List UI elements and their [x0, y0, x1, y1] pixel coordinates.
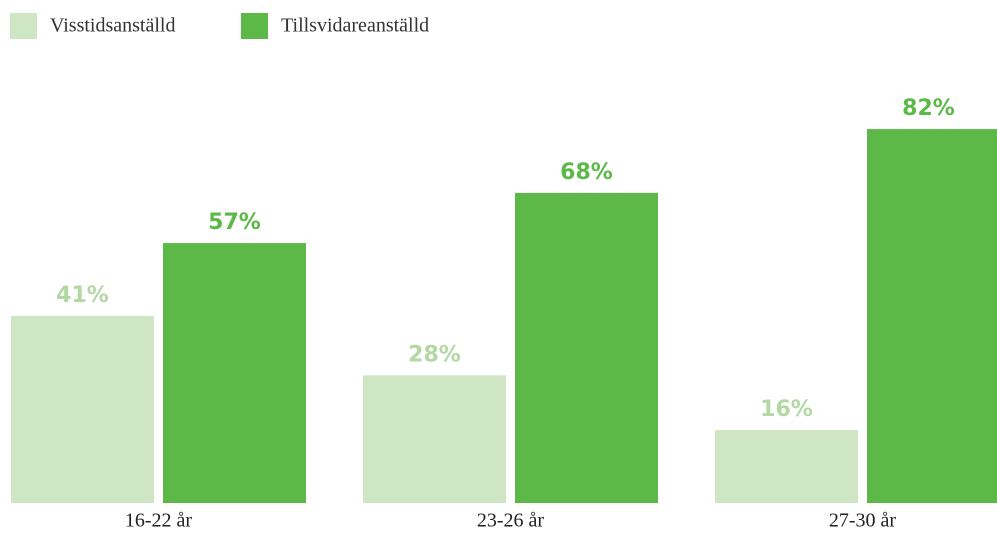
bar [363, 375, 506, 503]
value-label: 16% [760, 397, 813, 422]
x-tick-label: 16-22 år [125, 510, 193, 532]
bar [715, 430, 858, 503]
x-tick-label: 23-26 år [477, 510, 545, 532]
legend-swatch [10, 13, 37, 39]
x-tick-label: 27-30 år [829, 510, 897, 532]
value-label: 41% [56, 283, 109, 308]
bar [163, 243, 306, 503]
bar [515, 192, 658, 504]
bar [11, 316, 154, 503]
legend-label: Tillsvidareanställd [281, 15, 429, 37]
value-label: 82% [902, 96, 955, 121]
value-label: 28% [408, 342, 461, 367]
legend-label: Visstidsanställd [50, 15, 175, 37]
value-label: 68% [560, 160, 613, 185]
value-label: 57% [208, 210, 261, 235]
bar [867, 129, 997, 503]
legend-swatch [241, 13, 268, 39]
